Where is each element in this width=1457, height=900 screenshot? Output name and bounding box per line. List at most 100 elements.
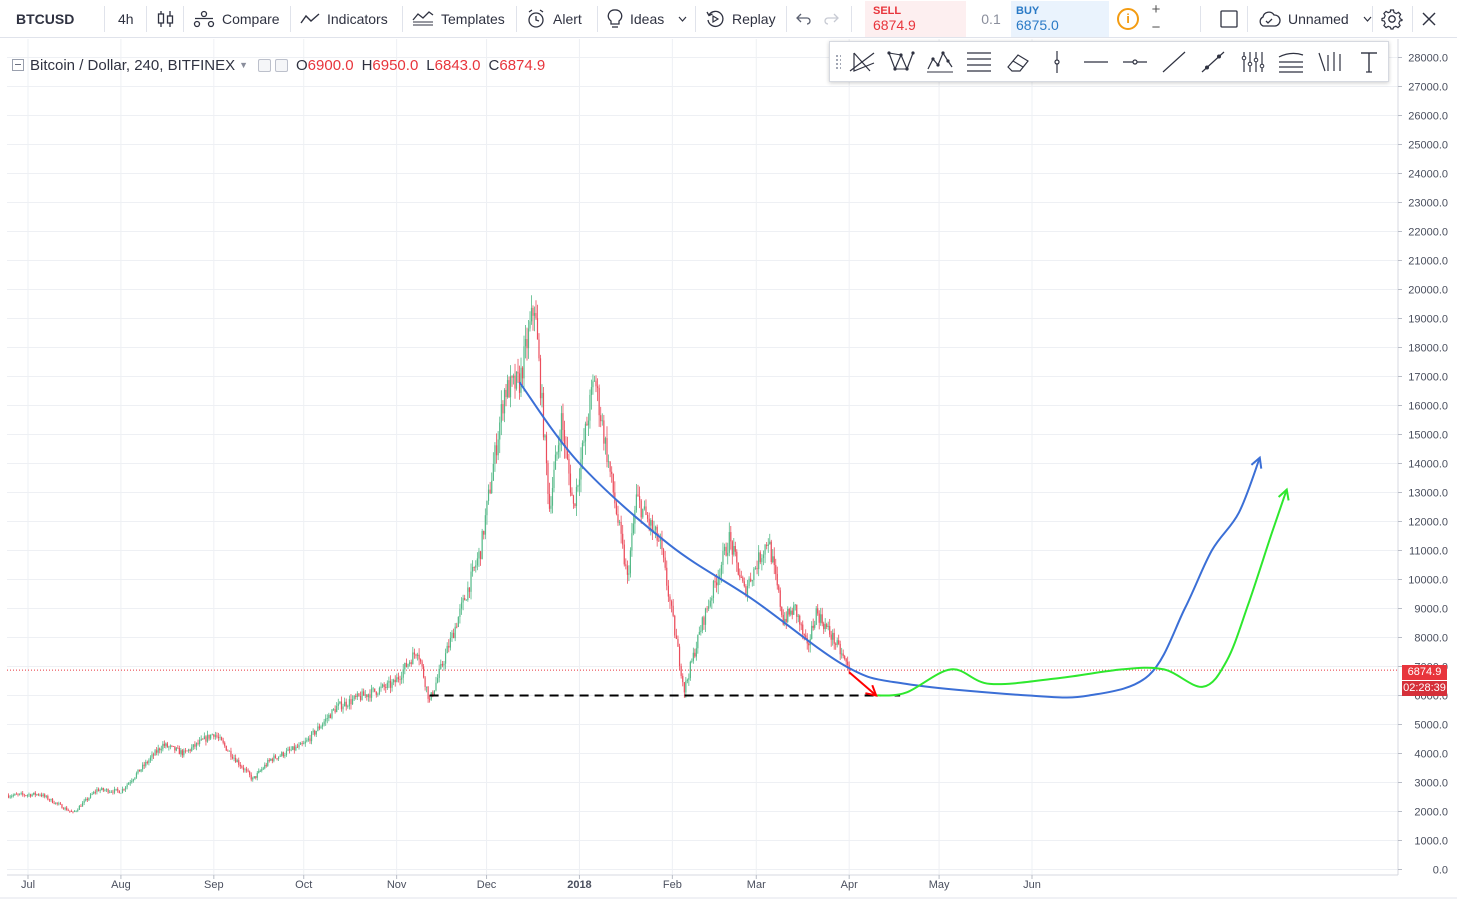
close-button[interactable] [1422, 0, 1436, 38]
candle-body [467, 587, 469, 600]
drawings [429, 381, 1290, 699]
elliott-wave-icon[interactable] [923, 45, 957, 79]
candle-body [572, 495, 575, 504]
candle-body [121, 789, 124, 793]
compare-button[interactable]: Compare [193, 0, 280, 38]
price-tick-label: 17000.0 [1408, 372, 1448, 384]
horizontal-line-icon[interactable] [1079, 45, 1113, 79]
candle-body [159, 748, 161, 751]
ideas-button[interactable]: Ideas [607, 0, 687, 38]
candle-body [189, 749, 191, 751]
candle-body [267, 760, 269, 766]
fib-channel-icon[interactable] [1274, 45, 1308, 79]
info-icon[interactable]: i [1117, 8, 1139, 30]
drag-handle[interactable] [835, 54, 841, 70]
candle-body [743, 581, 745, 587]
chart-style-button[interactable] [157, 0, 175, 38]
vertical-line-icon[interactable] [1040, 45, 1074, 79]
fib-retracement-icon[interactable] [962, 45, 996, 79]
candle-body [607, 461, 610, 463]
undo-button[interactable] [795, 0, 811, 38]
candle-body [61, 804, 63, 809]
settings-small-icon[interactable] [275, 58, 288, 72]
candle-body [815, 608, 817, 625]
time-tick-label: 2018 [567, 879, 591, 891]
candle-body [391, 682, 393, 688]
price-tick-label: 24000.0 [1408, 169, 1448, 181]
candle-body [241, 766, 243, 768]
candle-body [231, 756, 234, 759]
text-icon[interactable] [1352, 45, 1386, 79]
alert-button[interactable]: Alert [526, 0, 582, 38]
candle-body [688, 678, 690, 680]
time-tick-label: Nov [387, 879, 407, 891]
candle-body [832, 632, 834, 640]
candle-body [222, 740, 224, 743]
pitchfork-icon[interactable] [845, 45, 879, 79]
candle-body [317, 726, 319, 731]
settings-button[interactable] [1381, 0, 1403, 38]
candle-body [622, 533, 624, 545]
candle-body [745, 586, 747, 596]
price-chart[interactable]: 28000.0 27000.0 26000.0 25000.0 24000.0 23000… [0, 39, 1457, 900]
candle-body [711, 597, 713, 601]
candle-body [112, 791, 114, 793]
replay-button[interactable]: Replay [705, 0, 776, 38]
candle-body [667, 585, 669, 597]
buy-button[interactable]: BUY 6875.0 [1011, 1, 1109, 37]
candle-body [791, 610, 793, 615]
open-key: O [296, 56, 308, 74]
horizontal-ray-icon[interactable] [1118, 45, 1152, 79]
candle-body [39, 794, 41, 796]
candle-body [808, 643, 810, 646]
extended-line-icon[interactable] [1196, 45, 1230, 79]
candle-body [274, 755, 277, 759]
interval-button[interactable]: 4h [118, 0, 134, 38]
fullscreen-button[interactable] [1220, 0, 1238, 38]
candle-body [372, 688, 374, 690]
eraser-icon[interactable] [1001, 45, 1035, 79]
divider [851, 6, 852, 32]
candle-body [361, 691, 363, 700]
candle-body [151, 754, 153, 758]
indicators-button[interactable]: Indicators [300, 0, 388, 38]
redo-button[interactable] [824, 0, 840, 38]
collapse-legend-button[interactable] [12, 59, 24, 71]
sell-button[interactable]: SELL 6874.9 [865, 1, 966, 37]
candle-body [719, 575, 721, 578]
candle-body [436, 677, 439, 683]
gann-fan-icon[interactable] [1235, 45, 1269, 79]
plus-icon[interactable]: + [1151, 1, 1161, 18]
save-layout-button[interactable]: Unnamed [1257, 0, 1372, 38]
candle-body [175, 747, 177, 751]
eye-icon[interactable] [258, 58, 271, 72]
red-arrowhead [865, 684, 878, 697]
candle-body [604, 438, 607, 444]
candle-body [244, 769, 246, 771]
minus-icon[interactable]: − [1151, 19, 1161, 36]
candle-body [105, 789, 108, 791]
candle-body [449, 637, 451, 648]
series-title[interactable]: Bitcoin / Dollar, 240, BITFINEX [30, 56, 236, 74]
bars-pattern-icon[interactable] [1313, 45, 1347, 79]
candle-body [389, 680, 392, 688]
candle-body [64, 807, 66, 810]
chart-area[interactable]: 28000.0 27000.0 26000.0 25000.0 24000.0 23000… [0, 39, 1457, 900]
top-toolbar: BTCUSD 4h Compare Indicators Templates A… [0, 0, 1457, 38]
candle-body [407, 664, 409, 667]
replay-icon [705, 9, 725, 29]
green-arrowhead [1277, 487, 1290, 501]
candle-body [36, 794, 38, 795]
symbol-search-button[interactable]: BTCUSD [16, 0, 74, 38]
candle-body [358, 693, 360, 696]
candle-body [59, 803, 61, 805]
candle-body [814, 624, 816, 628]
caret-down-icon[interactable]: ▼ [239, 60, 248, 70]
candle-body [772, 556, 774, 563]
candle-body [536, 318, 539, 340]
trend-line-icon[interactable] [1157, 45, 1191, 79]
candle-body [66, 807, 68, 811]
candle-body [566, 447, 569, 459]
xabcd-pattern-icon[interactable] [884, 45, 918, 79]
templates-button[interactable]: Templates [412, 0, 505, 38]
